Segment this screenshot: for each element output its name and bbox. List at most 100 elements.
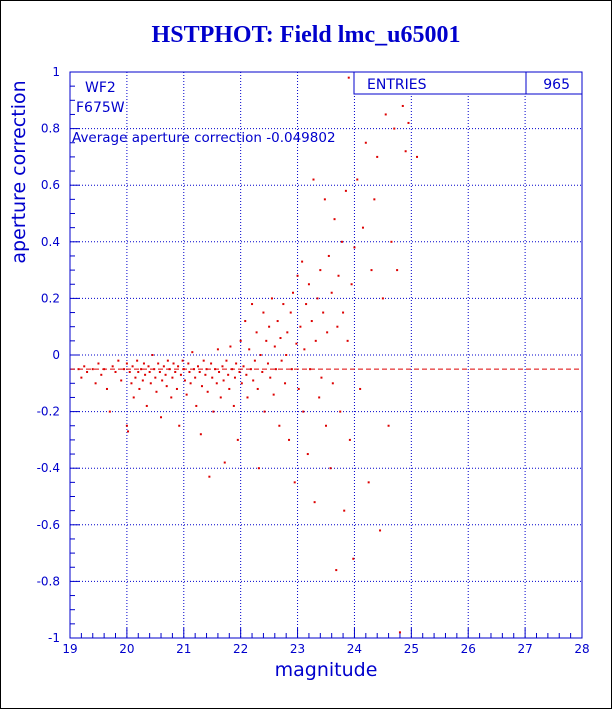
data-point	[204, 373, 207, 376]
data-point	[310, 320, 313, 323]
data-point	[80, 376, 83, 379]
data-point	[278, 424, 281, 427]
x-tick-label: 20	[119, 642, 134, 656]
data-point	[223, 461, 226, 464]
data-point	[105, 387, 108, 390]
data-point	[138, 387, 141, 390]
data-point	[147, 365, 150, 368]
data-point	[191, 351, 194, 354]
data-point	[197, 365, 199, 368]
data-point	[97, 362, 100, 365]
data-point	[305, 303, 308, 306]
data-point	[303, 348, 306, 351]
data-point	[342, 311, 345, 314]
data-point	[162, 365, 165, 368]
data-point	[295, 342, 298, 345]
data-point	[127, 430, 130, 433]
data-point	[263, 410, 266, 413]
data-point	[361, 226, 364, 229]
data-point	[353, 246, 356, 249]
data-point	[253, 359, 256, 362]
data-point	[318, 396, 321, 399]
data-point	[137, 370, 140, 373]
data-point	[174, 370, 177, 373]
data-point	[273, 345, 276, 348]
data-point	[178, 424, 181, 427]
data-point	[286, 331, 289, 334]
data-point	[384, 113, 387, 116]
data-point	[86, 370, 89, 373]
y-tick-label: -0.8	[37, 574, 60, 588]
data-point	[165, 385, 168, 388]
data-point	[290, 368, 293, 371]
data-point	[325, 424, 327, 427]
data-point	[123, 368, 126, 371]
data-point	[218, 370, 221, 373]
data-point	[396, 269, 399, 272]
data-point	[307, 283, 310, 286]
stats-entries-value: 965	[543, 77, 570, 93]
data-point	[329, 467, 332, 470]
data-point	[272, 393, 275, 396]
data-point	[225, 359, 228, 362]
x-tick-label: 28	[574, 642, 589, 656]
data-point	[343, 509, 346, 512]
data-point	[261, 370, 264, 373]
data-point	[179, 373, 182, 376]
data-point	[206, 390, 209, 393]
data-point	[319, 269, 322, 272]
data-point	[302, 410, 305, 413]
data-point	[297, 387, 300, 390]
data-point	[215, 382, 218, 385]
data-point	[141, 379, 144, 382]
stats-entries-label: ENTRIES	[367, 77, 427, 93]
data-point	[285, 354, 288, 356]
data-point	[401, 104, 404, 107]
data-point	[212, 410, 215, 413]
data-point	[376, 155, 379, 158]
data-point	[136, 359, 139, 362]
data-point	[244, 320, 247, 323]
data-point	[160, 416, 163, 419]
data-point	[262, 311, 265, 314]
data-point	[128, 370, 131, 373]
data-point	[306, 453, 309, 456]
data-point	[161, 379, 164, 382]
data-point	[158, 370, 161, 373]
data-point	[284, 382, 287, 385]
data-point	[83, 365, 86, 368]
data-point	[416, 155, 419, 158]
data-point	[164, 373, 167, 376]
page-title: HSTPHOT: Field lmc_u65001	[151, 22, 461, 48]
data-point	[320, 376, 323, 379]
data-point	[367, 481, 370, 484]
data-point	[330, 291, 333, 294]
x-axis-title: magnitude	[275, 659, 378, 681]
data-point	[293, 481, 296, 484]
data-point	[352, 557, 355, 560]
data-point	[370, 269, 373, 272]
y-tick-label: 0.6	[41, 178, 60, 192]
data-point	[227, 373, 230, 376]
data-point	[142, 362, 145, 365]
data-point	[100, 373, 103, 376]
data-point	[130, 382, 133, 385]
data-point	[149, 382, 152, 385]
x-tick-label: 23	[290, 642, 305, 656]
data-point	[274, 368, 277, 371]
data-point	[91, 368, 94, 371]
data-point	[171, 376, 174, 379]
data-point	[222, 379, 225, 382]
data-point	[299, 325, 302, 328]
data-point	[348, 438, 351, 441]
data-point	[188, 370, 191, 373]
data-point	[200, 385, 203, 388]
grid-lines	[70, 72, 582, 638]
data-point	[256, 387, 259, 390]
data-point	[125, 424, 128, 427]
data-point	[313, 501, 316, 504]
y-tick-label: 1	[52, 65, 60, 79]
data-point	[251, 303, 254, 306]
data-point	[111, 365, 114, 368]
data-point	[379, 529, 382, 532]
